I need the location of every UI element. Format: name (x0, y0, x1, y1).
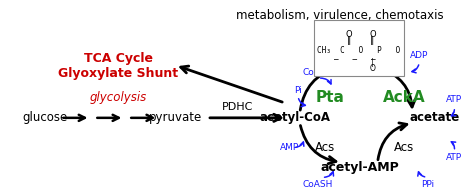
Text: Pta: Pta (315, 91, 344, 105)
Text: –   –   –: – – – (334, 55, 375, 64)
Text: ATP: ATP (447, 96, 463, 104)
Text: ‖: ‖ (346, 36, 351, 45)
Text: Acs: Acs (394, 141, 415, 154)
Text: pyruvate: pyruvate (148, 111, 202, 124)
Text: Acs: Acs (315, 141, 335, 154)
Text: ‖: ‖ (371, 36, 375, 45)
Text: |: | (371, 58, 374, 67)
Text: PDHC: PDHC (222, 102, 254, 112)
Text: PPi: PPi (421, 180, 434, 189)
Text: glycolysis: glycolysis (90, 91, 147, 104)
Text: O: O (369, 31, 376, 40)
Text: AckA: AckA (383, 91, 426, 105)
Text: ADP: ADP (410, 51, 428, 60)
Text: acetyl-P: acetyl-P (331, 56, 388, 69)
Text: acetate: acetate (409, 111, 460, 124)
Text: TCA Cycle
Glyoxylate Shunt: TCA Cycle Glyoxylate Shunt (58, 52, 178, 80)
Text: glucose: glucose (23, 111, 68, 124)
FancyBboxPatch shape (314, 19, 403, 76)
Text: metabolism, virulence, chemotaxis: metabolism, virulence, chemotaxis (236, 9, 444, 22)
Text: acetyl-CoA: acetyl-CoA (259, 111, 330, 124)
Text: CoASH: CoASH (302, 180, 333, 189)
Text: ATP: ATP (447, 153, 463, 162)
Text: AMP: AMP (280, 143, 300, 152)
Text: CoASH: CoASH (302, 68, 333, 77)
Text: O: O (346, 31, 352, 40)
Text: acetyl-AMP: acetyl-AMP (320, 161, 399, 174)
Text: CH₃  C   O   P   O: CH₃ C O P O (317, 46, 400, 55)
Text: Pi: Pi (294, 86, 301, 95)
Text: O: O (370, 64, 375, 73)
